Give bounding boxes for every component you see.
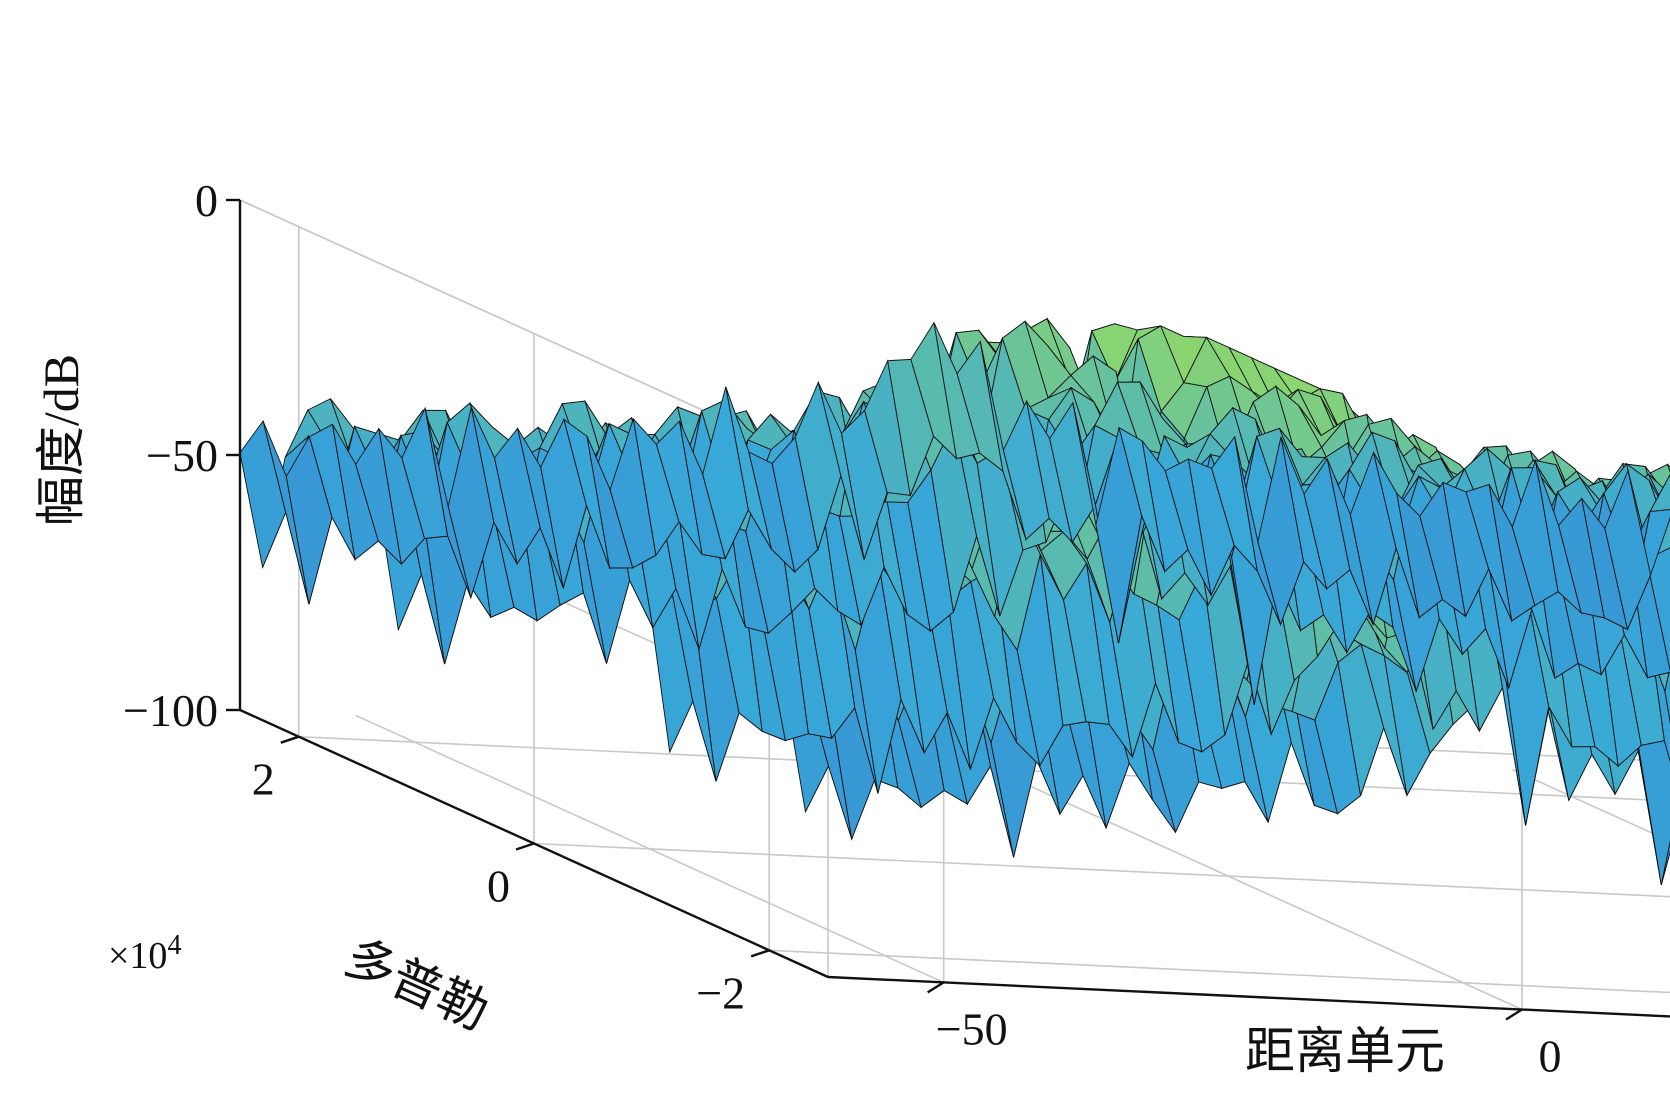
y-gridline-floor	[769, 950, 1670, 1015]
x-tick-label: −50	[936, 1003, 1008, 1054]
y-tick-label: −2	[696, 967, 745, 1018]
y-tick	[281, 737, 299, 743]
y-tick	[751, 950, 769, 956]
y-tick-label: 2	[252, 754, 275, 805]
x-tick	[928, 982, 944, 992]
x-axis-label: 距离单元	[1245, 1023, 1445, 1079]
z-axis-label: 幅度/dB	[33, 354, 89, 526]
y-axis-label: 多普勒	[337, 928, 497, 1040]
surface-cell	[240, 421, 286, 567]
x-tick	[1506, 1010, 1522, 1020]
y-axis-exponent: ×104	[108, 930, 181, 977]
y-tick-label: 0	[487, 861, 510, 912]
z-tick-label: −50	[146, 430, 218, 481]
z-tick-label: −100	[123, 685, 218, 736]
x-tick-label: 0	[1539, 1031, 1562, 1082]
z-tick-label: 0	[195, 175, 218, 226]
surface-mesh	[240, 319, 1670, 889]
y-gridline-floor	[534, 844, 1670, 909]
y-tick	[516, 844, 534, 850]
x-gridline-floor	[1512, 770, 1670, 1037]
